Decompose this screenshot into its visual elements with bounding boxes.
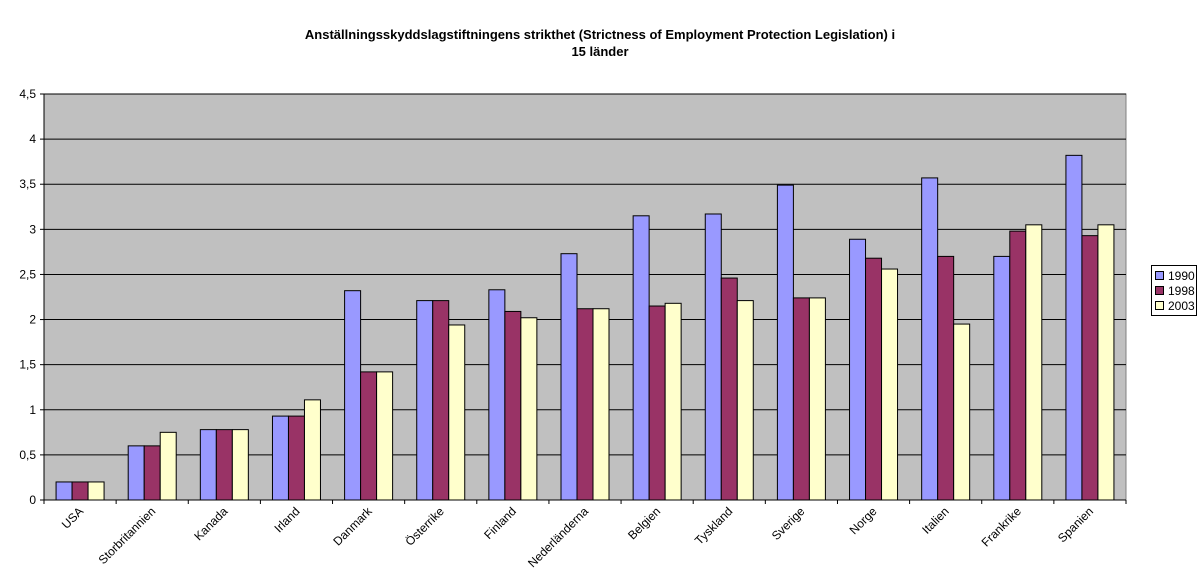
bar (921, 177, 939, 501)
bar (159, 431, 177, 501)
bar (271, 415, 289, 501)
bar (1065, 154, 1083, 501)
legend-swatch (1155, 271, 1164, 280)
chart-title: Anställningsskyddslagstiftningens strikt… (304, 27, 896, 59)
bar (287, 415, 305, 501)
bar (199, 429, 217, 501)
x-tick-label: Kanada (191, 504, 230, 543)
legend-label: 1998 (1168, 283, 1195, 298)
chart-legend: 1990 1998 2003 (1151, 265, 1197, 316)
y-tick-label: 2,5 (19, 267, 36, 281)
y-tick-label: 3 (29, 222, 36, 236)
bar (71, 481, 89, 501)
bar (448, 324, 466, 501)
x-tick-label: Nederländerna (525, 504, 591, 570)
x-tick-label: Sverige (769, 504, 808, 543)
x-tick-label: Danmark (330, 504, 375, 549)
bar (736, 300, 754, 501)
bar (215, 429, 233, 501)
bar (376, 371, 394, 501)
bar (55, 481, 73, 501)
bar (1097, 224, 1115, 501)
bar (344, 290, 362, 501)
bar (792, 297, 810, 501)
bar (360, 371, 378, 501)
y-tick-label: 1 (29, 403, 36, 417)
x-tick-label: USA (59, 504, 86, 531)
x-tick-label: Norge (847, 504, 880, 537)
x-tick-label: Storbritannien (96, 504, 159, 567)
legend-item: 1990 (1155, 268, 1196, 283)
y-tick-label: 0,5 (19, 448, 36, 462)
bar (87, 481, 105, 501)
y-tick-label: 0 (29, 493, 36, 507)
bar (520, 317, 538, 501)
x-tick-label: Irland (271, 504, 302, 535)
bar (143, 445, 161, 501)
y-tick-label: 4 (29, 132, 36, 146)
bar (720, 277, 738, 501)
bar (776, 184, 794, 501)
bar (231, 429, 249, 501)
bar (849, 238, 867, 501)
y-tick-label: 2 (29, 313, 36, 327)
bar (576, 308, 594, 501)
bar (704, 213, 722, 501)
x-tick-label: Tyskland (692, 504, 735, 547)
y-tick-label: 4,5 (19, 87, 36, 101)
bar (632, 215, 650, 501)
bar (865, 257, 883, 501)
x-tick-label: Belgien (625, 504, 663, 542)
bar (303, 399, 321, 501)
x-tick-label: Frankrike (979, 504, 1024, 549)
bar (504, 310, 522, 501)
x-tick-label: Spanien (1055, 504, 1096, 545)
bar (432, 300, 450, 501)
bar (1025, 224, 1043, 501)
y-tick-label: 3,5 (19, 177, 36, 191)
bar (1081, 235, 1099, 501)
legend-swatch (1155, 286, 1164, 295)
legend-swatch (1155, 301, 1164, 310)
bar (953, 323, 971, 501)
legend-label: 1990 (1168, 268, 1195, 283)
bar (937, 255, 955, 501)
bar (560, 253, 578, 501)
bar (1009, 230, 1027, 501)
legend-label: 2003 (1168, 298, 1195, 313)
bar (993, 255, 1011, 501)
x-tick-label: Österrike (403, 504, 448, 549)
bar (127, 445, 145, 501)
bar (592, 308, 610, 501)
legend-item: 2003 (1155, 298, 1196, 313)
bar (808, 297, 826, 501)
bar (881, 268, 899, 501)
x-tick-label: Finland (481, 504, 519, 542)
legend-item: 1998 (1155, 283, 1196, 298)
bar (416, 300, 434, 501)
bar (664, 302, 682, 501)
x-tick-label: Italien (919, 504, 952, 537)
bar (648, 305, 666, 501)
y-tick-label: 1,5 (19, 358, 36, 372)
bar (488, 289, 506, 501)
